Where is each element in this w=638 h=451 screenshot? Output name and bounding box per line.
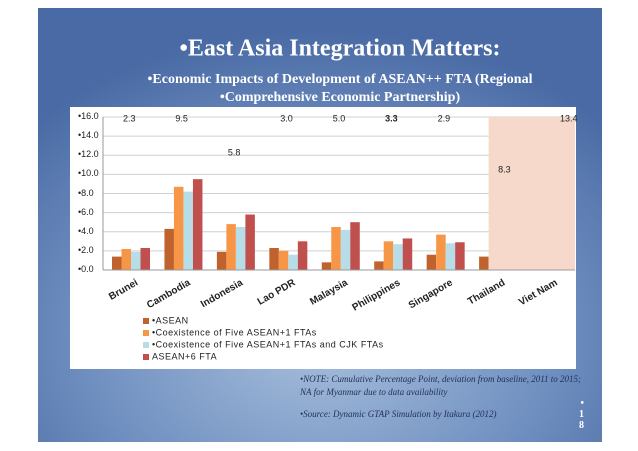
bar xyxy=(297,241,308,270)
bar xyxy=(436,234,446,270)
bar xyxy=(393,244,403,270)
bar xyxy=(269,248,279,270)
bar xyxy=(131,251,141,270)
legend-swatch xyxy=(143,342,149,348)
bar xyxy=(374,261,384,270)
y-tick-label: •16.0 xyxy=(78,111,99,121)
bar xyxy=(216,251,227,270)
data-label: 5.0 xyxy=(333,113,346,123)
bar xyxy=(192,179,203,270)
data-label: 9.5 xyxy=(175,113,188,123)
bar xyxy=(426,254,437,270)
data-label: 13.4 xyxy=(560,113,578,123)
legend-label: •ASEAN xyxy=(152,315,189,325)
bar xyxy=(402,238,413,270)
data-label: 3.0 xyxy=(280,113,293,123)
note: •NOTE: Cumulative Percentage Point, devi… xyxy=(300,374,582,384)
legend-label: ASEAN+6 FTA xyxy=(152,351,217,361)
legend-swatch xyxy=(143,318,149,324)
page-number: •18 xyxy=(579,398,584,431)
y-tick-label: •8.0 xyxy=(78,187,94,198)
bar xyxy=(183,191,193,270)
data-label: 5.8 xyxy=(228,147,241,157)
y-tick-label: •10.0 xyxy=(78,168,99,179)
subtitle: •Economic Impacts of Development of ASEA… xyxy=(148,72,533,87)
bar xyxy=(383,241,394,270)
bar xyxy=(331,226,341,270)
bar xyxy=(112,256,122,270)
source: •Source: Dynamic GTAP Simulation by Itak… xyxy=(300,409,497,419)
chart-title: •East Asia Integration Matters: xyxy=(179,36,500,62)
legend-swatch xyxy=(143,354,149,360)
highlight-box xyxy=(488,117,575,270)
legend-label: •Coexistence of Five ASEAN+1 FTAs and CJ… xyxy=(152,339,384,349)
y-tick-label: •6.0 xyxy=(78,206,94,217)
bar xyxy=(235,226,246,270)
y-tick-label: •0.0 xyxy=(78,264,94,274)
y-tick-label: •4.0 xyxy=(78,225,94,236)
bar xyxy=(173,186,184,270)
note: NA for Myanmar due to data availability xyxy=(300,387,448,397)
data-label: 8.3 xyxy=(498,164,511,174)
legend-label: •Coexistence of Five ASEAN+1 FTAs xyxy=(152,327,317,337)
bar xyxy=(164,228,174,270)
legend-swatch xyxy=(143,330,149,336)
data-label: 2.3 xyxy=(123,113,136,123)
y-tick-label: •14.0 xyxy=(78,130,99,141)
subtitle: •Comprehensive Economic Partnership) xyxy=(220,90,461,105)
data-label: 2.9 xyxy=(438,113,451,123)
bar xyxy=(288,254,298,270)
bar xyxy=(455,242,465,270)
data-label: 3.3 xyxy=(385,113,398,123)
bar xyxy=(226,224,236,270)
y-tick-label: •12.0 xyxy=(78,149,99,160)
y-tick-label: •2.0 xyxy=(78,244,94,255)
bar xyxy=(340,229,351,270)
bar xyxy=(245,214,255,270)
bar xyxy=(278,250,289,270)
bar xyxy=(321,262,332,270)
bar xyxy=(350,222,360,270)
bar xyxy=(121,248,131,270)
bar xyxy=(479,256,489,270)
bar xyxy=(140,248,150,270)
bar xyxy=(445,243,456,270)
